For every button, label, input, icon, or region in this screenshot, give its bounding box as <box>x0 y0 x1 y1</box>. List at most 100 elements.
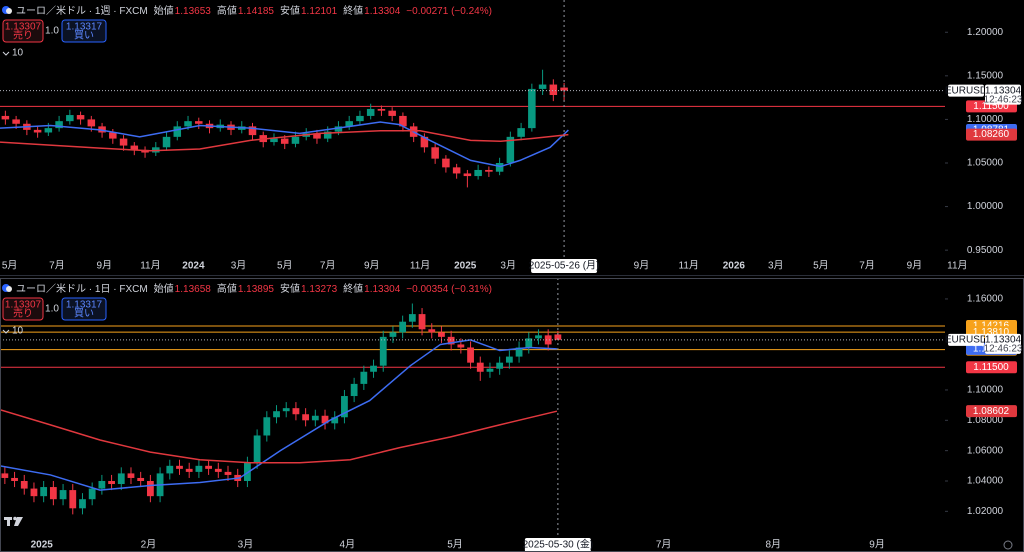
candle-body <box>108 480 115 485</box>
candle-body <box>292 408 300 415</box>
candle-body <box>69 490 77 509</box>
candle-body <box>442 158 450 168</box>
candle-body <box>485 169 493 172</box>
high-label: 高値 <box>217 4 237 17</box>
candle-body <box>130 145 139 150</box>
candle-body <box>195 465 203 472</box>
change-value: −0.00354 (−0.31%) <box>406 284 492 295</box>
candle-body <box>528 88 536 129</box>
sell-price: 1.13307 <box>5 22 42 33</box>
candle-body <box>321 415 329 424</box>
candle-body <box>137 477 145 481</box>
y-tick-label: 0.95000 <box>967 245 1004 256</box>
open-label: 始値 <box>154 282 174 295</box>
candle-body <box>560 87 568 91</box>
y-tick-label: 1.05000 <box>967 158 1004 169</box>
y-tick-label: 1.20000 <box>967 27 1004 38</box>
candle-body <box>98 126 106 133</box>
close-label: 終値 <box>343 4 363 17</box>
candle-body <box>30 488 38 497</box>
candle-body <box>214 468 222 472</box>
candle-body <box>98 480 106 489</box>
chart-pane: 1.160001.100001.080001.060001.040001.020… <box>0 278 1024 552</box>
candle-body <box>331 417 339 424</box>
x-tick-label: 5月 <box>813 260 829 272</box>
candle-body <box>273 411 280 418</box>
moving-average <box>0 339 557 491</box>
candle-body <box>334 126 343 132</box>
x-tick-label: 3月 <box>238 539 254 551</box>
y-tick-label: 1.10000 <box>967 385 1004 396</box>
candle-body <box>173 126 182 137</box>
candle-body <box>474 169 482 177</box>
sell-label: 売り <box>13 307 33 320</box>
candle-body <box>379 336 387 366</box>
open-value: 1.13658 <box>175 284 212 295</box>
x-tick-label: 7月 <box>49 260 65 272</box>
sell-button[interactable] <box>2 297 44 321</box>
x-tick-label: 4月 <box>340 539 356 551</box>
x-tick-label: 9月 <box>96 260 112 272</box>
candle-body <box>162 136 171 148</box>
candle-body <box>44 128 53 133</box>
logo <box>4 516 23 526</box>
candle-body <box>366 108 375 116</box>
candle-body <box>1 115 10 120</box>
moving-average <box>0 129 569 152</box>
chart-pane: 1.20000 1.15000 1.10000 1.05000 1.00000 0.950… <box>0 0 1024 273</box>
candle-body <box>467 347 474 363</box>
candle-body <box>263 417 271 436</box>
header: ユーロ／米ドル · 1日 · FXCM 始値1.13658 高値1.13895 安値1… <box>16 282 492 295</box>
candle-body <box>438 332 445 337</box>
buy-label: 買い <box>74 30 94 42</box>
candle-body <box>515 347 523 357</box>
symbol-label <box>948 333 984 346</box>
x-tick-label: 9月 <box>364 260 380 272</box>
level-price-label-text: 1.13810 <box>973 327 1010 338</box>
candle-body <box>517 128 525 137</box>
indicator-toggle[interactable] <box>2 51 10 56</box>
countdown-text: 12:46:23 <box>984 94 1023 105</box>
y-tick-label: 1.00000 <box>967 201 1004 212</box>
open-label: 始値 <box>154 4 174 17</box>
candle-body <box>535 335 542 339</box>
x-tick-label: 2024 <box>182 261 205 272</box>
buy-button[interactable] <box>61 19 107 43</box>
last-price-text: 1.13304 <box>985 85 1022 96</box>
header: ユーロ／米ドル · 1週 · FXCM 始値1.13653 高値1.14185 安値1… <box>16 4 492 17</box>
candle-body <box>505 356 513 363</box>
moving-average <box>0 408 558 464</box>
close-value: 1.13304 <box>364 284 401 295</box>
candle-body <box>87 119 96 127</box>
y-tick-label: 1.16000 <box>967 294 1004 305</box>
candle-body <box>282 408 290 412</box>
sell-price: 1.13307 <box>5 300 42 311</box>
candle-body <box>166 465 174 474</box>
candle-body <box>360 371 368 384</box>
candle-body <box>302 414 310 421</box>
symbol-label-text: EURUSD <box>945 334 987 345</box>
candle-body <box>117 473 125 485</box>
candle-body <box>146 480 154 497</box>
candle-body <box>59 490 67 500</box>
candle-body <box>476 362 484 372</box>
low-label: 安値 <box>280 4 300 17</box>
symbol-label <box>948 84 984 97</box>
high-value: 1.14185 <box>238 6 275 17</box>
low-value: 1.12101 <box>301 6 338 17</box>
x-tick-label: 3月 <box>500 260 516 272</box>
candle-body <box>1 473 9 478</box>
sell-button[interactable] <box>2 19 44 43</box>
x-tick-label: 5月 <box>277 260 293 272</box>
candle-body <box>11 477 18 481</box>
candle-body <box>549 84 558 96</box>
crosshair-time-label <box>531 259 598 273</box>
x-tick-label: 7月 <box>320 260 336 272</box>
indicator-toggle[interactable] <box>2 329 10 334</box>
high-value: 1.13895 <box>238 284 275 295</box>
settings-icon[interactable] <box>1003 540 1013 550</box>
level-price-label <box>966 361 1017 374</box>
buy-button[interactable] <box>61 297 107 321</box>
low-value: 1.13273 <box>301 284 338 295</box>
